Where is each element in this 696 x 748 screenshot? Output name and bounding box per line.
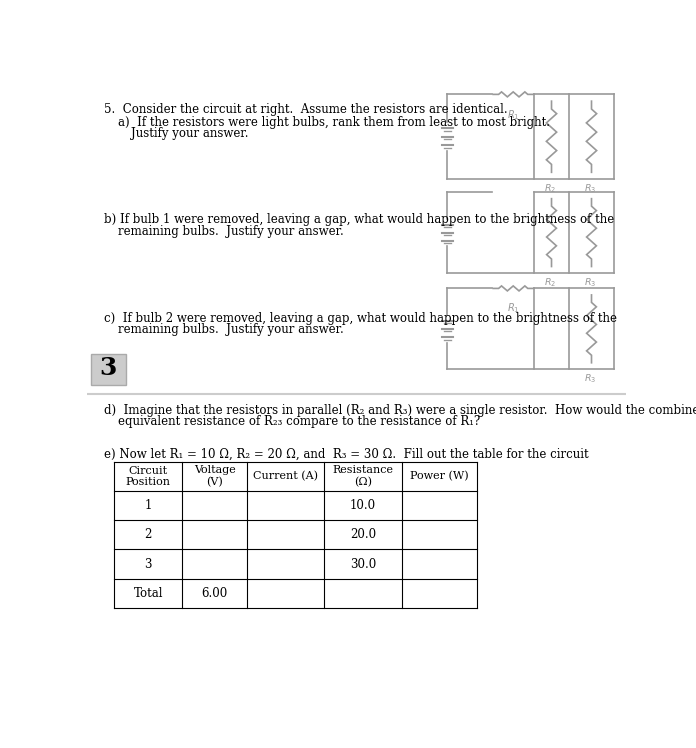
Text: Resistance
(Ω): Resistance (Ω): [333, 465, 393, 487]
Text: 6.00: 6.00: [201, 587, 228, 600]
Text: a)  If the resistors were light bulbs, rank them from least to most bright.: a) If the resistors were light bulbs, ra…: [118, 116, 550, 129]
Text: 20.0: 20.0: [350, 528, 376, 542]
Text: $R_3$: $R_3$: [584, 373, 596, 385]
Text: c)  If bulb 2 were removed, leaving a gap, what would happen to the brightness o: c) If bulb 2 were removed, leaving a gap…: [104, 311, 617, 325]
Text: d)  Imagine that the resistors in parallel (R₂ and R₃) were a single resistor.  : d) Imagine that the resistors in paralle…: [104, 404, 696, 417]
Text: e) Now let R₁ = 10 Ω, R₂ = 20 Ω, and  R₃ = 30 Ω.  Fill out the table for the cir: e) Now let R₁ = 10 Ω, R₂ = 20 Ω, and R₃ …: [104, 448, 589, 461]
Text: 2: 2: [145, 528, 152, 542]
Text: remaining bulbs.  Justify your answer.: remaining bulbs. Justify your answer.: [118, 323, 344, 336]
Text: Current (A): Current (A): [253, 471, 318, 482]
FancyBboxPatch shape: [91, 354, 126, 384]
Text: $R_3$: $R_3$: [584, 183, 596, 195]
Text: $R_3$: $R_3$: [584, 276, 596, 289]
Text: 10.0: 10.0: [350, 499, 376, 512]
Text: b) If bulb 1 were removed, leaving a gap, what would happen to the brightness of: b) If bulb 1 were removed, leaving a gap…: [104, 213, 615, 226]
Text: $R_1$: $R_1$: [507, 108, 520, 122]
Text: 3: 3: [100, 356, 117, 380]
Text: 30.0: 30.0: [350, 557, 376, 571]
Text: 1: 1: [145, 499, 152, 512]
Text: $R_1$: $R_1$: [507, 301, 520, 315]
Text: $R_2$: $R_2$: [544, 276, 556, 289]
Text: $R_2$: $R_2$: [544, 183, 556, 195]
Text: Justify your answer.: Justify your answer.: [131, 127, 248, 141]
Text: remaining bulbs.  Justify your answer.: remaining bulbs. Justify your answer.: [118, 224, 344, 238]
Text: 5.  Consider the circuit at right.  Assume the resistors are identical.: 5. Consider the circuit at right. Assume…: [104, 103, 507, 116]
Text: Total: Total: [134, 587, 163, 600]
Text: Power (W): Power (W): [410, 471, 468, 482]
Text: Circuit
Position: Circuit Position: [126, 465, 171, 487]
Text: 3: 3: [145, 557, 152, 571]
Text: equivalent resistance of R₂₃ compare to the resistance of R₁?: equivalent resistance of R₂₃ compare to …: [118, 415, 480, 429]
Text: Voltage
(V): Voltage (V): [193, 465, 235, 487]
